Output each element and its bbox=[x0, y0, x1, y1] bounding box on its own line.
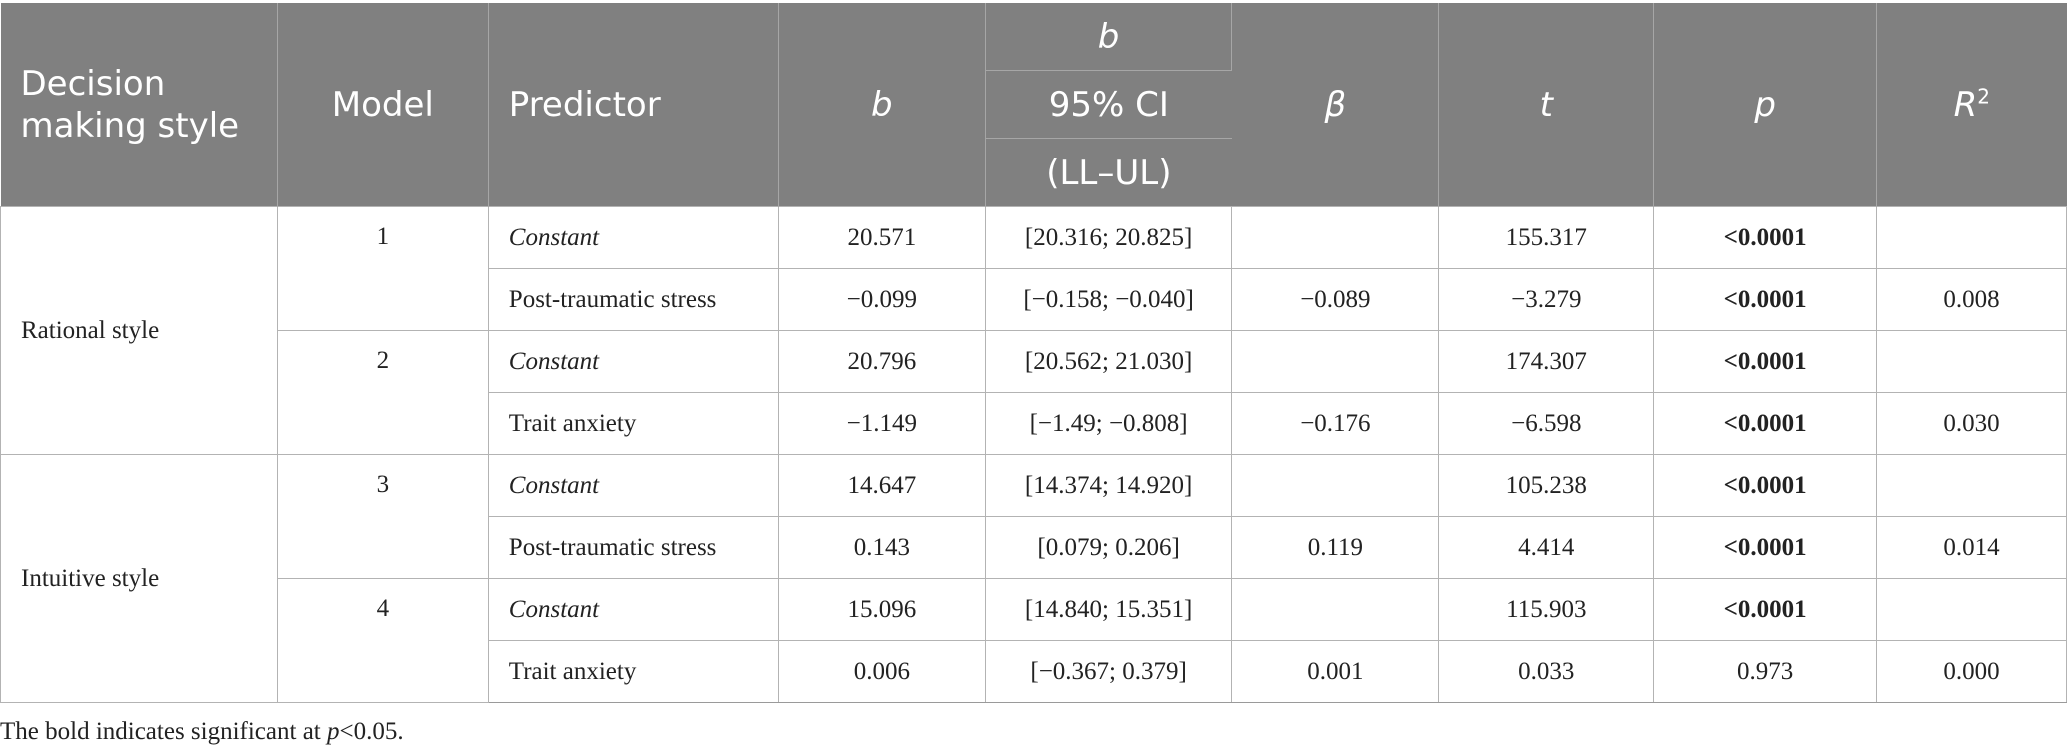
r2-cell: 0.008 bbox=[1876, 268, 2067, 331]
beta-cell bbox=[1231, 206, 1440, 269]
header-r2: R2 bbox=[1876, 3, 2067, 207]
header-r2-sup: 2 bbox=[1977, 84, 1990, 109]
t-cell: 155.317 bbox=[1438, 206, 1655, 269]
table-row: Post-traumatic stress 0.143 [0.079; 0.20… bbox=[1, 516, 2067, 579]
r2-cell: 0.030 bbox=[1876, 392, 2067, 455]
table-row: Trait anxiety −1.149 [−1.49; −0.808] −0.… bbox=[1, 392, 2067, 455]
r2-cell: 0.000 bbox=[1876, 640, 2067, 703]
table-row: 2 Constant 20.796 [20.562; 21.030] 174.3… bbox=[1, 330, 2067, 455]
ci-cell: [14.374; 14.920] bbox=[984, 454, 1233, 517]
p-cell: <0.0001 bbox=[1653, 454, 1878, 517]
t-cell: 0.033 bbox=[1438, 640, 1655, 703]
t-cell: −6.598 bbox=[1438, 392, 1655, 455]
b-cell: 20.571 bbox=[777, 206, 986, 269]
footnote-text: The bold indicates significant at bbox=[0, 718, 327, 745]
predictor-cell: Trait anxiety bbox=[487, 392, 779, 455]
p-cell: <0.0001 bbox=[1653, 516, 1878, 579]
table-row: Trait anxiety 0.006 [−0.367; 0.379] 0.00… bbox=[1, 640, 2067, 703]
table-container: Decision making style Model Predictor b … bbox=[0, 3, 2067, 703]
header-predictor: Predictor bbox=[488, 3, 779, 207]
predictor-cell: Constant bbox=[487, 578, 779, 641]
table-row: 4 Constant 15.096 [14.840; 15.351] 115.9… bbox=[1, 578, 2067, 703]
beta-cell: 0.001 bbox=[1231, 640, 1440, 703]
footnote-threshold: <0.05. bbox=[339, 718, 404, 745]
p-cell: <0.0001 bbox=[1653, 392, 1878, 455]
model-cell-2: 2 bbox=[276, 330, 489, 455]
model-cell-4: 4 bbox=[276, 578, 489, 703]
header-ci-range: (LL–UL) bbox=[985, 138, 1232, 207]
style-cell-intuitive: Intuitive style bbox=[0, 454, 278, 703]
b-cell: −0.099 bbox=[777, 268, 986, 331]
predictor-cell: Constant bbox=[487, 206, 779, 269]
header-style: Decision making style bbox=[0, 3, 278, 207]
r2-cell bbox=[1876, 206, 2067, 269]
beta-cell: 0.119 bbox=[1231, 516, 1440, 579]
r2-cell bbox=[1876, 578, 2067, 641]
ci-cell: [14.840; 15.351] bbox=[984, 578, 1233, 641]
b-cell: 0.143 bbox=[777, 516, 986, 579]
ci-cell: [−0.158; −0.040] bbox=[984, 268, 1233, 331]
beta-cell bbox=[1231, 454, 1440, 517]
r2-cell bbox=[1876, 330, 2067, 393]
b-cell: 14.647 bbox=[777, 454, 986, 517]
predictor-cell: Constant bbox=[487, 454, 779, 517]
t-cell: 174.307 bbox=[1438, 330, 1655, 393]
p-cell: <0.0001 bbox=[1653, 268, 1878, 331]
b-cell: 15.096 bbox=[777, 578, 986, 641]
model-cell-1: 1 bbox=[276, 206, 489, 331]
ci-cell: [−0.367; 0.379] bbox=[984, 640, 1233, 703]
header-beta: β bbox=[1231, 3, 1440, 207]
header-ci-b: b bbox=[985, 3, 1233, 71]
t-cell: 4.414 bbox=[1438, 516, 1655, 579]
ci-cell: [20.316; 20.825] bbox=[984, 206, 1233, 269]
style-cell-rational: Rational style bbox=[0, 206, 278, 455]
beta-cell: −0.089 bbox=[1231, 268, 1440, 331]
table-row: Intuitive style 3 Constant 14.647 [14.37… bbox=[0, 454, 2067, 703]
t-cell: 115.903 bbox=[1438, 578, 1655, 641]
regression-table: Decision making style Model Predictor b … bbox=[0, 3, 2067, 703]
header-b: b bbox=[778, 3, 986, 207]
header-t: t bbox=[1438, 3, 1655, 207]
header-p: p bbox=[1653, 3, 1878, 207]
predictor-cell: Post-traumatic stress bbox=[487, 516, 779, 579]
predictor-cell: Post-traumatic stress bbox=[487, 268, 779, 331]
beta-cell bbox=[1231, 578, 1440, 641]
ci-cell: [−1.49; −0.808] bbox=[984, 392, 1233, 455]
t-cell: 105.238 bbox=[1438, 454, 1655, 517]
beta-cell bbox=[1231, 330, 1440, 393]
footnote-p: p bbox=[327, 718, 340, 745]
ci-cell: [20.562; 21.030] bbox=[984, 330, 1233, 393]
predictor-cell: Trait anxiety bbox=[487, 640, 779, 703]
p-cell: <0.0001 bbox=[1653, 330, 1878, 393]
table-footnote: The bold indicates significant at p<0.05… bbox=[0, 718, 404, 746]
beta-cell: −0.176 bbox=[1231, 392, 1440, 455]
p-cell: <0.0001 bbox=[1653, 578, 1878, 641]
model-cell-3: 3 bbox=[276, 454, 489, 579]
b-cell: 20.796 bbox=[777, 330, 986, 393]
predictor-cell: Constant bbox=[487, 330, 779, 393]
t-cell: −3.279 bbox=[1438, 268, 1655, 331]
p-cell: 0.973 bbox=[1653, 640, 1878, 703]
header-model: Model bbox=[277, 3, 489, 207]
ci-cell: [0.079; 0.206] bbox=[984, 516, 1233, 579]
header-r2-base: R bbox=[1953, 84, 1978, 125]
table-header: Decision making style Model Predictor b … bbox=[0, 3, 2067, 207]
table-body: Rational style 1 Constant 20.571 [20.316… bbox=[0, 206, 2067, 703]
b-cell: 0.006 bbox=[777, 640, 986, 703]
header-ci-label: 95% CI bbox=[985, 70, 1232, 139]
table-row: Rational style 1 Constant 20.571 [20.316… bbox=[0, 206, 2067, 455]
r2-cell: 0.014 bbox=[1876, 516, 2067, 579]
p-cell: <0.0001 bbox=[1653, 206, 1878, 269]
r2-cell bbox=[1876, 454, 2067, 517]
b-cell: −1.149 bbox=[777, 392, 986, 455]
